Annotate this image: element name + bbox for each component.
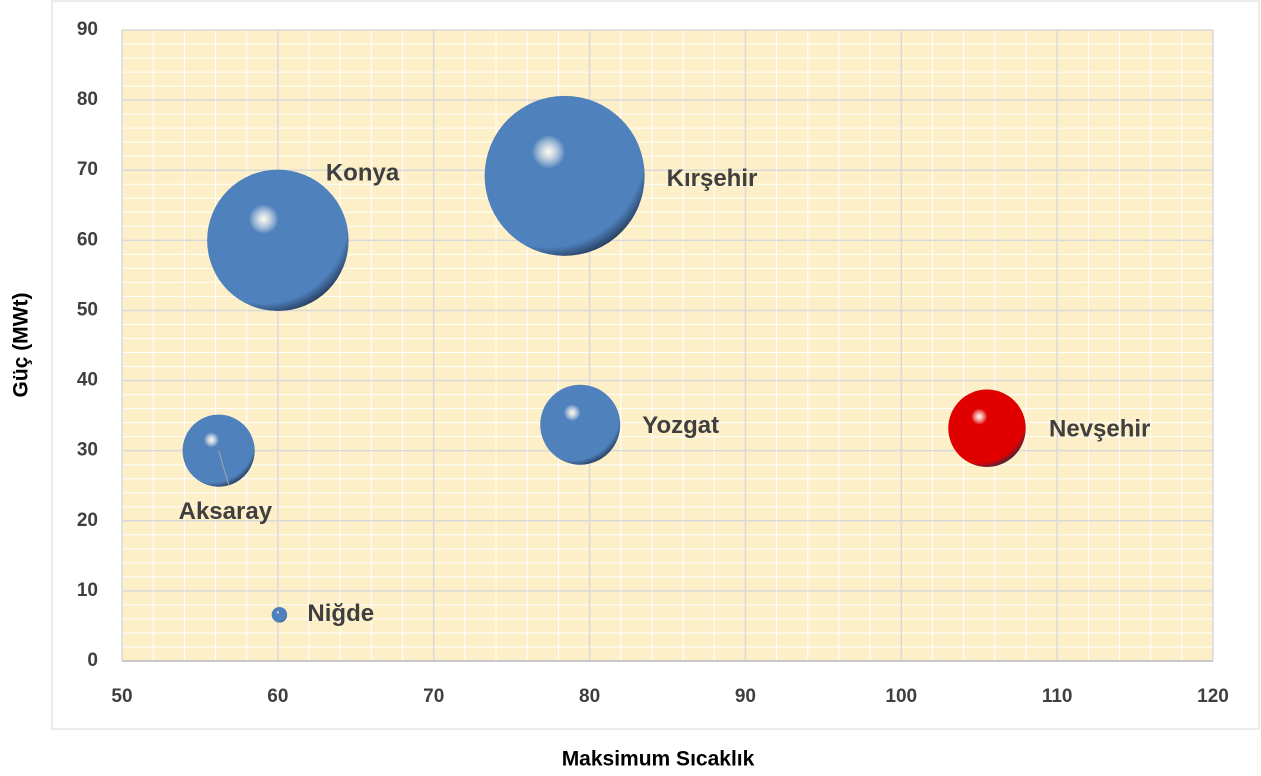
y-axis-title: Güç (MWt) <box>10 293 33 398</box>
x-axis-title: Maksimum Sıcaklık <box>562 748 755 771</box>
bubble <box>207 169 349 312</box>
bubble <box>271 606 288 623</box>
bubble <box>540 384 621 465</box>
data-label: Nevşehir <box>1049 416 1150 443</box>
y-tick-label: 90 <box>77 19 98 40</box>
y-tick-label: 40 <box>77 370 98 391</box>
y-tick-label: 50 <box>77 299 98 320</box>
data-label: Yozgat <box>642 412 719 439</box>
x-tick-label: 60 <box>267 686 288 707</box>
bubble <box>948 389 1026 467</box>
leader-line <box>218 450 230 485</box>
y-tick-label: 70 <box>77 159 98 180</box>
y-tick-label: 0 <box>87 650 98 671</box>
x-tick-label: 100 <box>885 686 917 707</box>
y-tick-label: 30 <box>77 440 98 461</box>
plot-area <box>122 30 1213 661</box>
x-tick-label: 110 <box>1042 686 1073 707</box>
y-tick-label: 10 <box>77 580 98 601</box>
data-label: Niğde <box>307 600 374 627</box>
x-tick-label: 50 <box>111 686 132 707</box>
data-label: Aksaray <box>179 498 273 525</box>
data-label: Kırşehir <box>667 165 758 192</box>
x-tick-label: 120 <box>1197 686 1229 707</box>
y-tick-label: 80 <box>77 89 98 110</box>
bubble <box>484 95 645 256</box>
y-tick-label: 20 <box>77 510 98 531</box>
x-tick-label: 70 <box>423 686 444 707</box>
x-tick-label: 80 <box>579 686 600 707</box>
data-label: Konya <box>326 160 400 187</box>
x-tick-label: 90 <box>735 686 756 707</box>
y-tick-label: 60 <box>77 229 98 250</box>
